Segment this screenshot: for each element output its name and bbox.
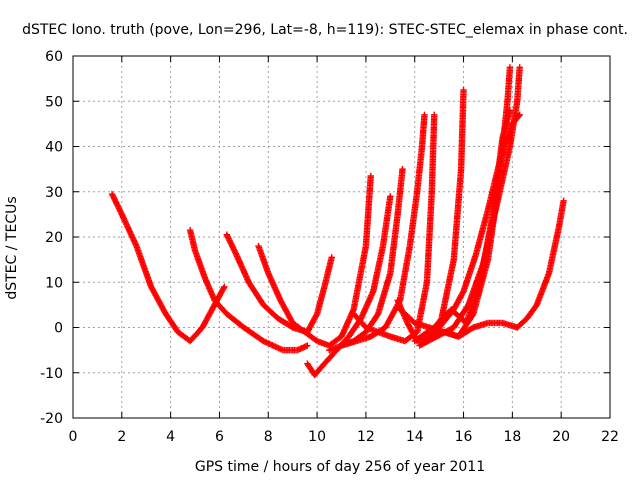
y-tick-label: 30 <box>45 185 63 201</box>
data-point <box>464 303 471 310</box>
data-point <box>304 342 311 349</box>
x-tick-label: 20 <box>552 429 570 445</box>
data-point <box>367 172 374 180</box>
y-tick-labels: -20 -10 0 10 20 30 40 50 60 <box>40 49 63 427</box>
y-tick-label: 50 <box>45 94 63 110</box>
data-point <box>516 64 523 71</box>
data-point <box>220 284 227 292</box>
data-series-2 <box>186 227 311 354</box>
x-tick-label: 0 <box>69 429 78 445</box>
data-point <box>431 111 438 119</box>
data-point <box>560 197 567 204</box>
data-point <box>459 289 466 296</box>
y-tick-label: -10 <box>40 366 63 382</box>
data-point <box>313 312 320 319</box>
y-tick-label: 40 <box>45 140 63 156</box>
data-series-3 <box>223 231 335 336</box>
x-tick-label: 8 <box>264 429 273 445</box>
data-point <box>460 86 467 94</box>
data-series-4 <box>255 172 374 349</box>
data-point <box>421 111 428 119</box>
x-tick-label: 4 <box>166 429 175 445</box>
grid-lines <box>73 56 610 418</box>
x-tick-label: 22 <box>601 429 619 445</box>
y-tick-label: 20 <box>45 230 63 246</box>
data-series-1 <box>108 190 228 345</box>
x-tick-label: 18 <box>503 429 521 445</box>
data-series-14 <box>435 111 523 331</box>
y-axis-label: dSTEC / TECUs <box>4 196 20 299</box>
chart-title: dSTEC Iono. truth (pove, Lon=296, Lat=-8… <box>22 22 628 38</box>
data-point <box>387 193 394 200</box>
data-point <box>515 112 522 120</box>
x-axis-label: GPS time / hours of day 256 of year 2011 <box>195 459 485 475</box>
data-point <box>328 254 335 261</box>
x-tick-labels: 0 2 4 6 8 10 12 14 16 18 20 22 <box>69 429 619 445</box>
data-point <box>221 283 228 290</box>
x-tick-label: 14 <box>406 429 424 445</box>
x-tick-label: 6 <box>215 429 224 445</box>
data-series-7 <box>338 111 428 349</box>
data-markers <box>108 64 567 379</box>
y-tick-label: 60 <box>45 49 63 65</box>
data-series-12 <box>416 64 523 349</box>
data-point <box>506 64 514 71</box>
data-series-13 <box>423 197 567 340</box>
x-tick-label: 16 <box>455 429 473 445</box>
data-point <box>399 165 406 173</box>
data-point <box>506 107 514 114</box>
axis-ticks <box>72 55 611 419</box>
data-series-5 <box>304 193 394 379</box>
y-tick-label: -20 <box>40 411 63 427</box>
x-tick-label: 2 <box>117 429 126 445</box>
y-tick-label: 0 <box>54 321 63 337</box>
y-tick-label: 10 <box>45 275 63 291</box>
data-point <box>516 111 523 119</box>
x-tick-label: 10 <box>308 429 326 445</box>
x-tick-label: 12 <box>357 429 375 445</box>
